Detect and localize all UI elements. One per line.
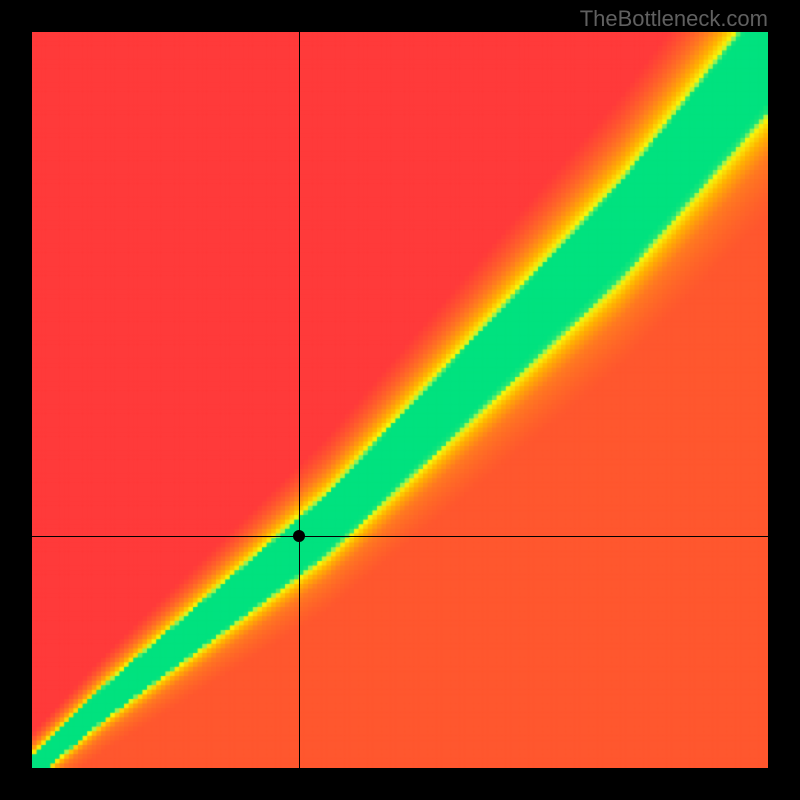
watermark-text: TheBottleneck.com [580,6,768,32]
crosshair-horizontal [32,536,768,537]
crosshair-marker [293,530,305,542]
chart-container: TheBottleneck.com [0,0,800,800]
plot-area [32,32,768,768]
crosshair-vertical [299,32,300,768]
heatmap-canvas [32,32,768,768]
